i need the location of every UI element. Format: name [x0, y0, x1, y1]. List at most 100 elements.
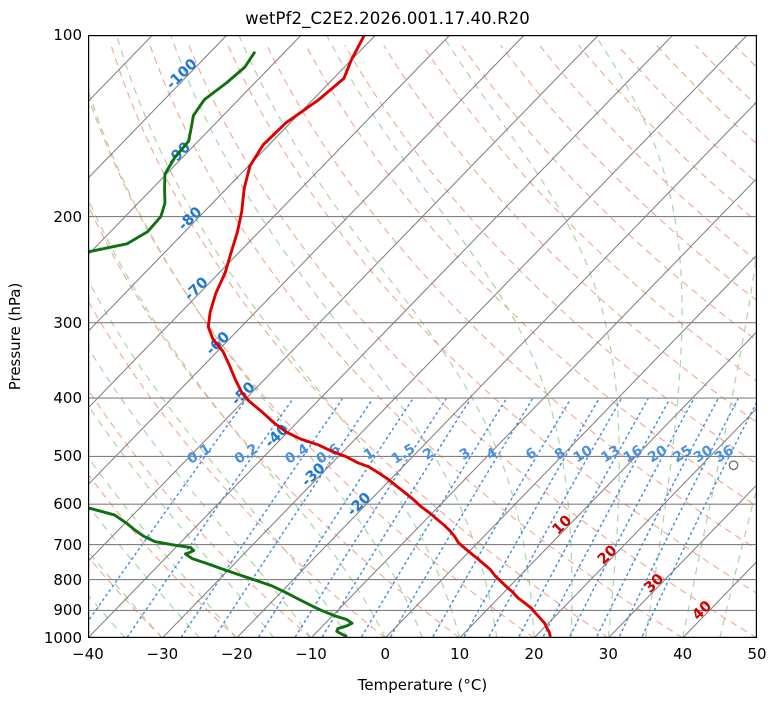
plot-border — [88, 35, 757, 638]
isotherm-20 — [533, 407, 757, 638]
dewpoint-profile — [88, 51, 354, 638]
moist-adiabat-5 — [88, 88, 424, 638]
moist-adiabat-45 — [719, 485, 757, 638]
mixing-ratio-1 — [257, 398, 414, 638]
isotherm--50 — [88, 35, 599, 563]
isotherm--60 — [88, 35, 525, 486]
temperature-tick--40: −40 — [72, 645, 104, 663]
isobar-lines — [88, 35, 757, 638]
moist-adiabat-30 — [441, 35, 620, 638]
moist-adiabat--30 — [88, 550, 163, 638]
dry-adiabat-80 — [305, 44, 757, 508]
temperature-tick-50: 50 — [747, 645, 767, 663]
lcl-marker — [728, 460, 739, 471]
moist-adiabat-15 — [170, 35, 498, 638]
mixing-ratio-2 — [320, 398, 472, 638]
temperature-tick-20: 20 — [524, 645, 544, 663]
pressure-tick-200: 200 — [53, 207, 82, 226]
mixing-ratio-0.6 — [213, 398, 374, 638]
mixing-ratio-3 — [360, 398, 507, 638]
temperature-tick-10: 10 — [450, 645, 470, 663]
pressure-tick-700: 700 — [53, 535, 82, 554]
pressure-tick-900: 900 — [53, 601, 82, 620]
temperature-line — [206, 35, 552, 638]
pressure-tick-1000: 1000 — [43, 629, 82, 647]
moist-adiabat--20 — [88, 456, 238, 638]
moist-adiabat-40 — [682, 35, 757, 638]
pressure-axis-ticks: 100 200 300 400 500 600 700 800 900 1000 — [18, 0, 82, 708]
isotherm-lines — [88, 35, 757, 638]
isotherm--80 — [88, 35, 376, 333]
pressure-tick-600: 600 — [53, 495, 82, 514]
temperature-axis-ticks: −40 −30 −20 −10 0 10 20 30 40 50 — [0, 645, 775, 669]
temperature-tick-0: 0 — [380, 645, 391, 663]
isotherm--40 — [88, 35, 674, 638]
isotherm--90 — [88, 35, 302, 256]
isotherm--70 — [88, 35, 451, 409]
chart-title: wetPf2_C2E2.2026.001.17.40.R20 — [245, 9, 530, 28]
moist-adiabat--25 — [88, 504, 200, 638]
dry-adiabat-160 — [617, 44, 757, 184]
mixing-ratio-0.4 — [179, 398, 343, 638]
dry-adiabat--10 — [88, 388, 312, 638]
dry-adiabat-130 — [500, 44, 757, 302]
mixing-ratio-4 — [389, 398, 533, 638]
pressure-tick-300: 300 — [53, 313, 82, 332]
isotherm-30 — [607, 483, 757, 638]
moist-adiabat-35 — [594, 35, 683, 638]
temperature-tick--20: −20 — [220, 645, 253, 663]
moist-adiabat--10 — [88, 346, 312, 638]
moist-adiabat--15 — [88, 404, 275, 638]
moist-adiabat-lines — [88, 35, 757, 638]
isotherm-10 — [459, 330, 757, 638]
pressure-tick-800: 800 — [53, 570, 82, 589]
dry-adiabat-70 — [266, 45, 757, 551]
mixing-ratio-1.5 — [293, 398, 447, 638]
mixing-ratio-16 — [541, 398, 671, 638]
mixing-ratio-36 — [640, 400, 757, 638]
dewpoint-line — [88, 51, 354, 638]
dry-adiabat-90 — [344, 44, 757, 465]
mixing-ratio-13 — [517, 398, 649, 638]
dry-adiabat-lines — [88, 44, 757, 638]
pressure-tick-100: 100 — [53, 26, 82, 44]
moist-adiabat-20 — [238, 35, 535, 638]
dry-adiabat-10 — [88, 203, 461, 638]
pressure-tick-500: 500 — [53, 447, 82, 466]
temperature-tick-40: 40 — [673, 645, 693, 663]
plot-background — [88, 35, 757, 638]
dry-adiabat-30 — [110, 45, 609, 638]
mixing-ratio-25 — [595, 398, 719, 638]
moist-adiabat--5 — [88, 279, 349, 638]
dry-adiabat--20 — [88, 473, 238, 638]
pressure-tick-400: 400 — [53, 389, 82, 408]
mixing-ratio-30 — [617, 398, 739, 638]
isotherm--100 — [88, 35, 228, 179]
x-axis-label: Temperature (°C) — [357, 676, 488, 694]
moist-adiabat-10 — [115, 35, 461, 638]
mixing-ratio-0.1 — [88, 398, 247, 623]
isotherm--30 — [161, 35, 748, 638]
mixing-ratio-6 — [431, 398, 572, 638]
plot-area: -100 -90 -80 -70 -60 -50 -40 -30 -20 10 20 30 40 0.1 0… — [88, 35, 757, 638]
temperature-tick-30: 30 — [598, 645, 618, 663]
y-axis-label: Pressure (hPa) — [6, 282, 24, 391]
mixing-ratio-lines — [88, 398, 757, 638]
temperature-profile — [206, 35, 552, 638]
dry-adiabat-0 — [88, 299, 386, 638]
isotherm--20 — [236, 100, 757, 638]
temperature-tick--10: −10 — [295, 645, 327, 663]
dry-adiabat-40 — [149, 45, 683, 638]
mixing-ratio-20 — [568, 398, 695, 638]
lcl-circle-marker — [728, 460, 739, 471]
isotherm-0 — [384, 254, 757, 638]
isotherm--10 — [310, 177, 757, 638]
temperature-tick--30: −30 — [146, 645, 179, 663]
dry-adiabat-150 — [578, 44, 757, 223]
moist-adiabat-25 — [325, 35, 573, 638]
moist-adiabat-0 — [88, 197, 386, 638]
dry-adiabat-60 — [227, 45, 757, 595]
dry-adiabat-20 — [88, 94, 535, 638]
